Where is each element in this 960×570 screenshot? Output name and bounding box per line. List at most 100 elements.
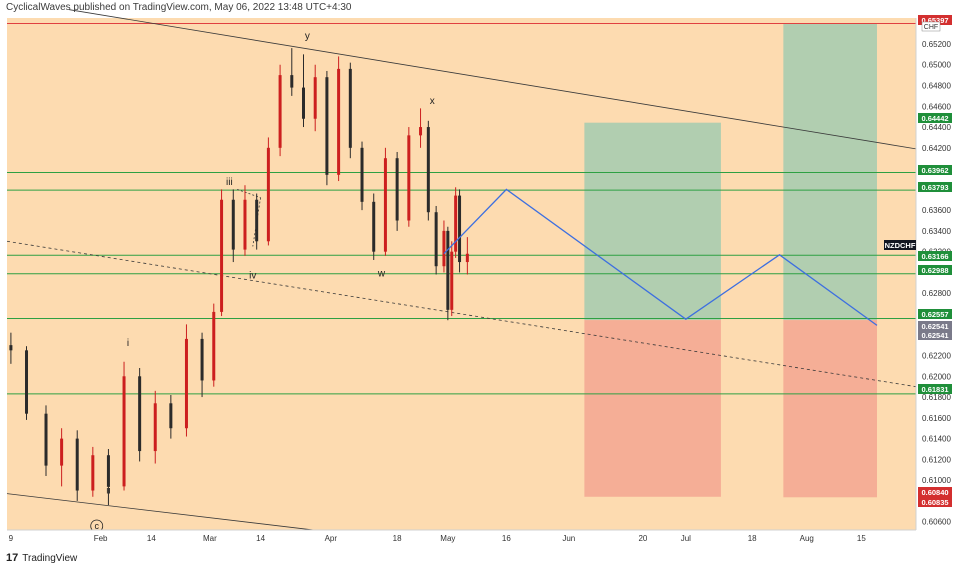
price-tag-4: 0.63793	[921, 183, 948, 192]
stop-zone-1	[584, 320, 721, 497]
tradingview-logo-icon: 17	[6, 552, 19, 564]
price-tag-bg-9	[918, 330, 952, 340]
candle-body-12	[184, 338, 188, 429]
candle-body-36	[446, 230, 450, 310]
y-tick-label-3: 0.64800	[922, 82, 951, 91]
wave-label-ii-6: ii	[106, 486, 110, 497]
candle-body-32	[419, 127, 423, 136]
x-tick-label-7: 18	[393, 534, 402, 543]
price-tag-9: 0.62541	[921, 331, 948, 340]
y-tick-label-16: 0.61600	[922, 414, 951, 423]
price-tag-2: 0.64442	[921, 114, 948, 123]
wave-label-iv-3: iv	[249, 271, 256, 282]
x-tick-label-1: 9	[9, 534, 14, 543]
x-tick-label-5: 14	[256, 534, 265, 543]
candle-body-40	[465, 253, 469, 263]
price-tag-1: 0.65397	[921, 16, 948, 25]
candle-body-16	[231, 199, 235, 250]
candle-body-4	[60, 438, 64, 466]
candle-body-6	[91, 455, 95, 491]
price-tag-12: 0.60835	[921, 498, 948, 507]
y-tick-label-1: 0.65200	[922, 40, 951, 49]
y-tick-label-13: 0.62200	[922, 352, 951, 361]
candle-body-39	[458, 195, 462, 263]
y-tick-label-2: 0.65000	[922, 61, 951, 70]
candle-body-11	[169, 403, 173, 429]
x-tick-label-14: Aug	[800, 534, 814, 543]
candle-body-10	[153, 403, 157, 452]
price-tag-bg-11	[918, 487, 952, 497]
x-tick-label-2: Feb	[94, 534, 108, 543]
x-tick-label-9: 16	[502, 534, 511, 543]
publisher-caption: CyclicalWaves published on TradingView.c…	[6, 2, 352, 13]
y-tick-label-8: 0.63400	[922, 227, 951, 236]
x-tick-label-6: Apr	[325, 534, 338, 543]
tradingview-footer: 17 TradingView	[6, 552, 77, 564]
price-tag-bg-1	[918, 15, 952, 25]
target-zone-1	[584, 122, 721, 321]
upper-channel-line	[69, 9, 917, 150]
currency-tag-bg	[921, 21, 941, 32]
candle-body-17	[243, 199, 247, 250]
stop-zone-2	[783, 320, 877, 498]
y-tick-label-14: 0.62000	[922, 372, 951, 381]
price-tag-bg-12	[918, 497, 952, 507]
x-tick-label-11: 20	[638, 534, 647, 543]
price-tag-5: 0.63166	[921, 252, 948, 261]
target-zone-2	[783, 23, 877, 321]
x-tick-label-8: May	[440, 534, 455, 543]
price-tag-bg-5	[918, 251, 952, 261]
y-axis-area	[916, 0, 960, 570]
x-axis-area	[0, 530, 916, 548]
candle-body-15	[220, 199, 224, 312]
wave-label-i-5: i	[127, 338, 129, 349]
candle-body-1	[9, 345, 13, 351]
price-tag-3: 0.63962	[921, 166, 948, 175]
candle-body-31	[407, 135, 411, 221]
x-tick-label-10: Jun	[562, 534, 575, 543]
x-tick-label-12: Jul	[681, 534, 691, 543]
currency-tag: CHF	[924, 24, 938, 31]
y-tick-label-15: 0.61800	[922, 393, 951, 402]
candle-body-35	[442, 230, 446, 267]
candle-body-19	[266, 147, 270, 242]
candle-body-13	[200, 338, 204, 381]
x-tick-label-4: Mar	[203, 534, 217, 543]
y-tick-label-4: 0.64600	[922, 102, 951, 111]
y-tick-label-5: 0.64400	[922, 123, 951, 132]
y-tick-label-17: 0.61400	[922, 435, 951, 444]
price-tag-8: 0.62541	[921, 322, 948, 331]
candle-body-3	[44, 413, 48, 466]
wave-label-x-1: x	[430, 96, 435, 107]
price-tag-7: 0.62557	[921, 310, 948, 319]
candle-body-23	[313, 77, 317, 119]
candle-body-29	[383, 158, 387, 252]
y-tick-label-18: 0.61200	[922, 455, 951, 464]
price-tag-bg-7	[918, 309, 952, 319]
price-tag-bg-2	[918, 113, 952, 123]
price-tag-bg-6	[918, 265, 952, 275]
lower-channel-line	[6, 493, 331, 533]
tradingview-brand: TradingView	[22, 552, 78, 564]
projection-path	[443, 188, 878, 326]
candle-body-5	[75, 438, 79, 491]
y-tick-label-19: 0.61000	[922, 476, 951, 485]
price-tag-bg-10	[918, 384, 952, 394]
candle-body-8	[122, 376, 126, 487]
x-tick-label-13: 18	[748, 534, 757, 543]
price-tag-11: 0.60840	[921, 488, 948, 497]
x-tick-label-3: 14	[147, 534, 156, 543]
x-tick-label-15: 15	[857, 534, 866, 543]
candle-body-18	[255, 199, 259, 242]
y-tick-label-6: 0.64200	[922, 144, 951, 153]
candle-body-7	[106, 455, 110, 487]
wave-label-y-0: y	[305, 31, 310, 42]
y-tick-label-21: 0.60600	[922, 518, 951, 527]
wave-label-iii-2: iii	[226, 177, 233, 188]
candle-body-14	[212, 311, 216, 381]
candle-body-38	[454, 195, 458, 252]
candle-body-21	[290, 75, 294, 88]
symbol-tag-bg	[884, 240, 916, 250]
candle-body-33	[426, 127, 430, 213]
